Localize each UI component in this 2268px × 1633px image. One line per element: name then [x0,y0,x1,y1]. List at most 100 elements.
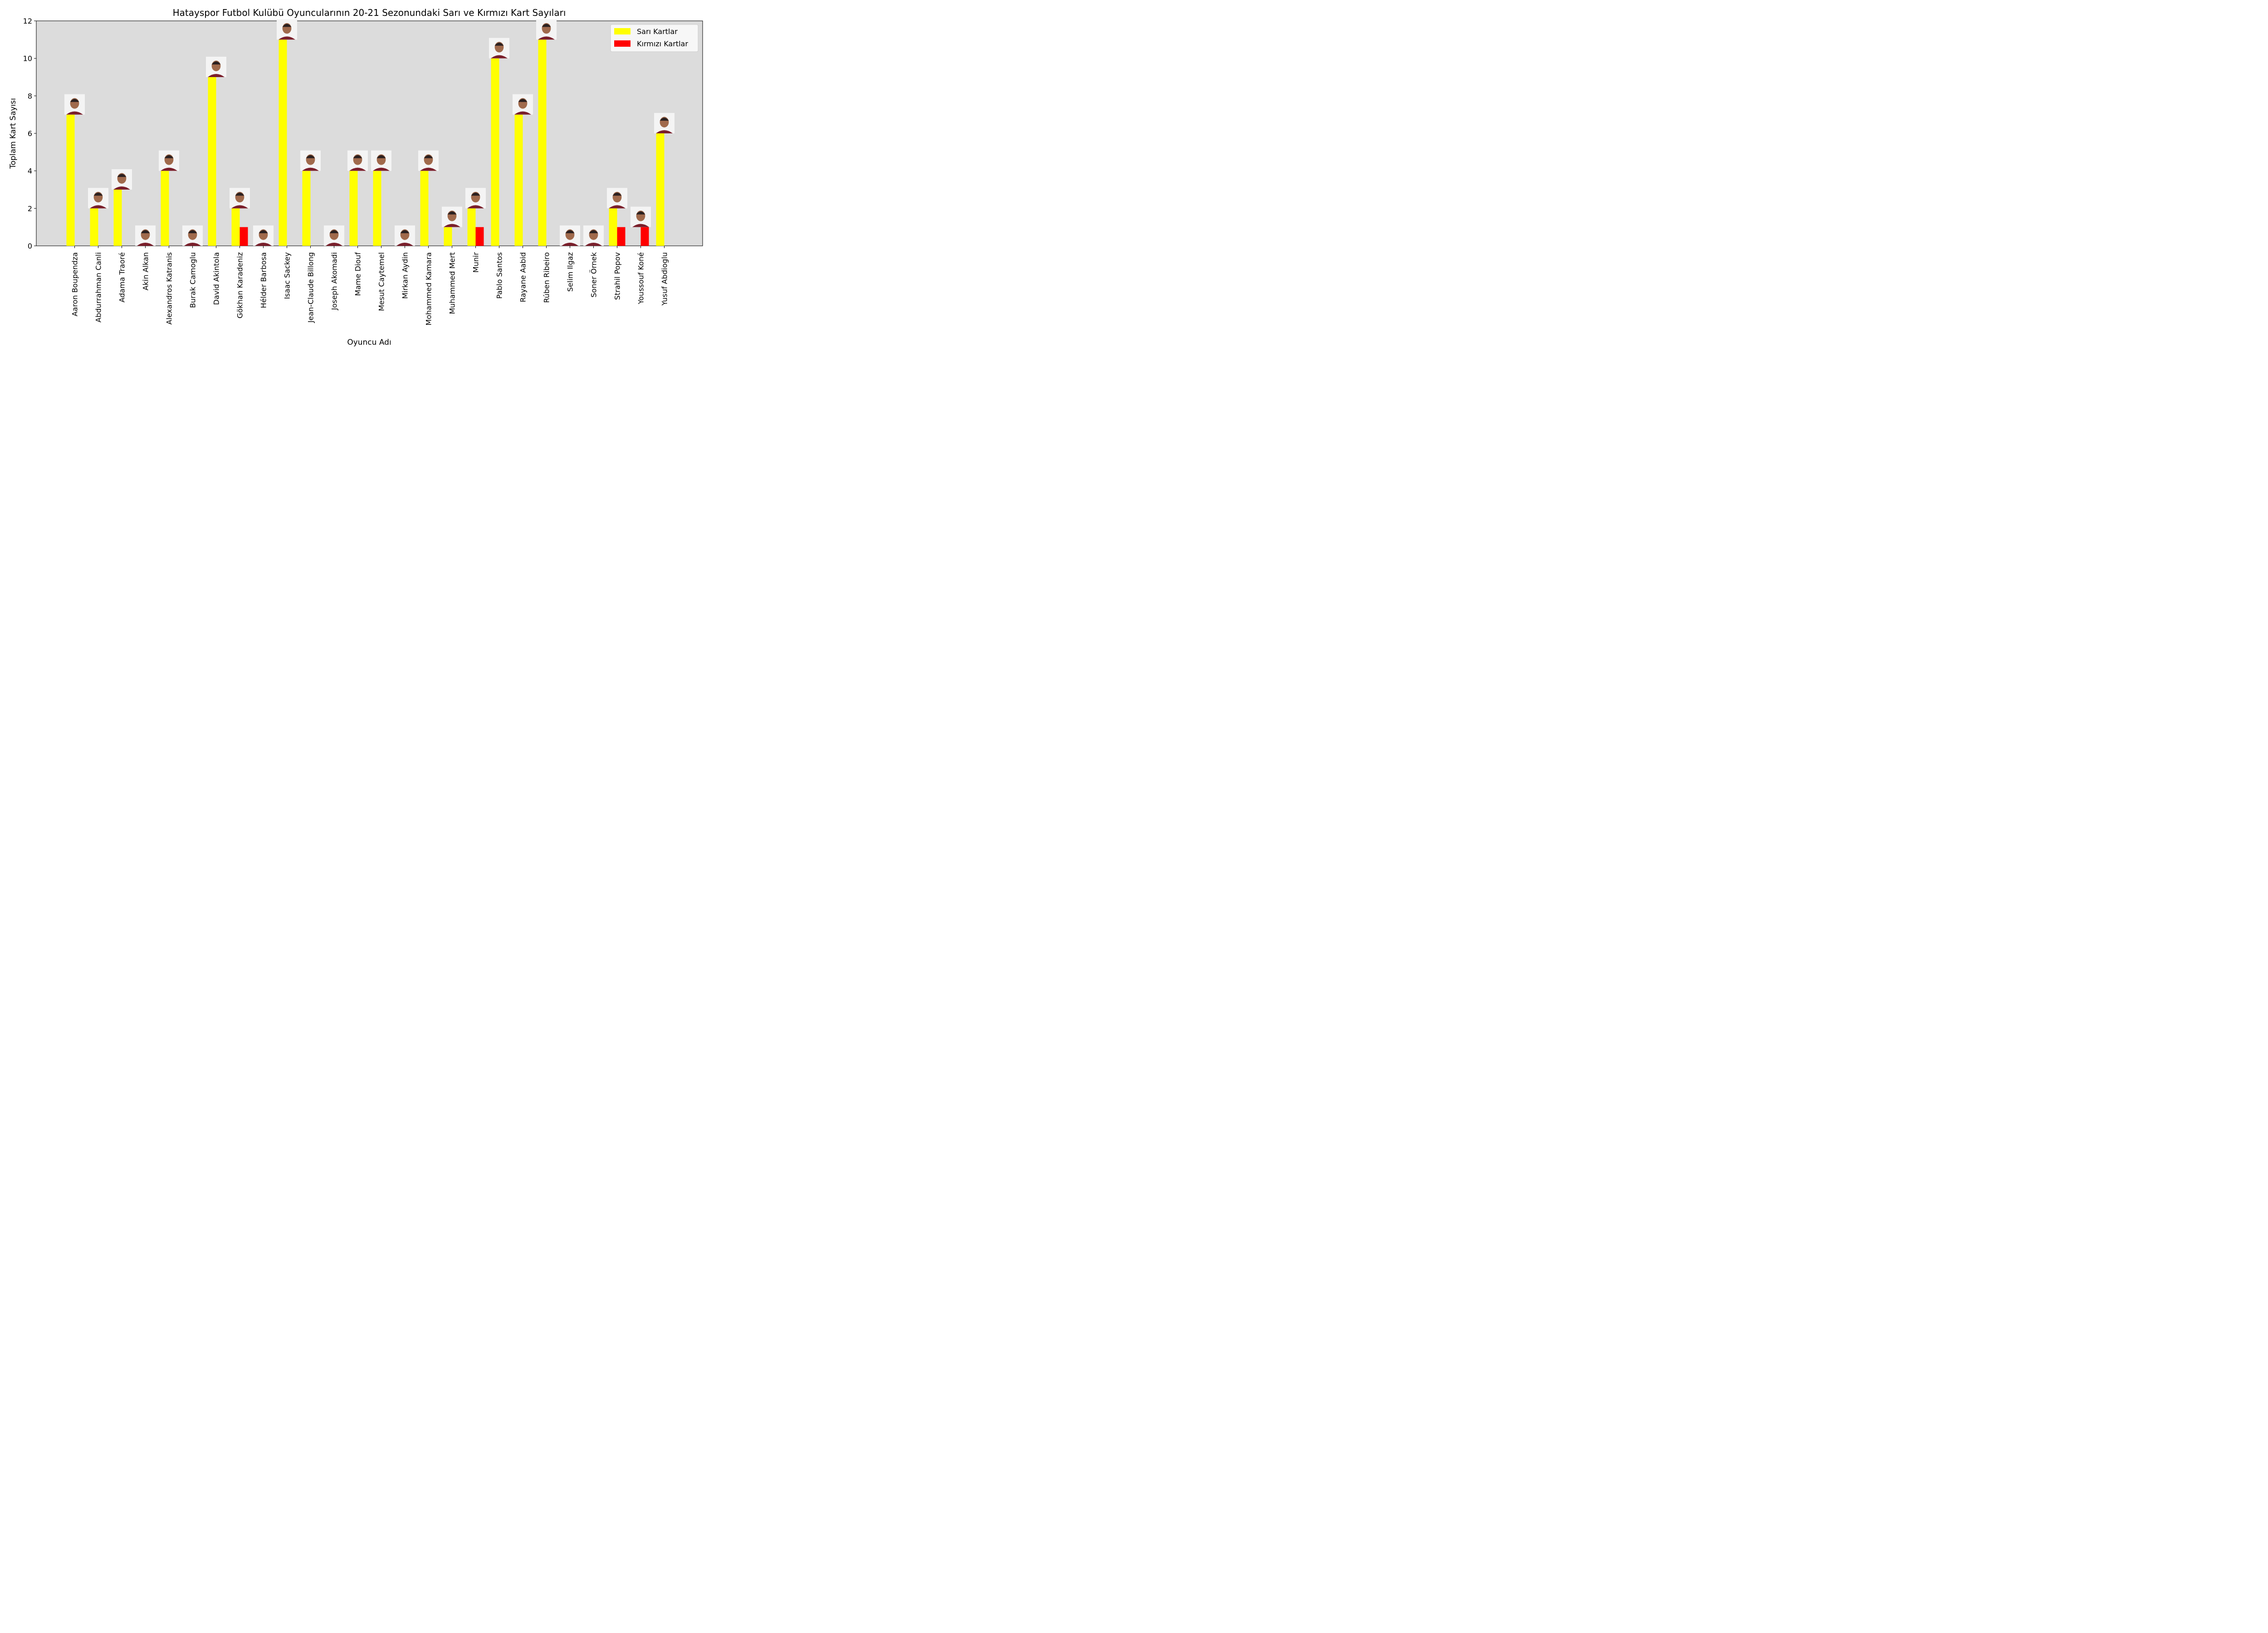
x-tick-label: Burak Camoglu [189,252,197,308]
bar-yellow [113,190,122,246]
player-photo-icon [465,188,486,209]
jersey-shape [137,243,154,246]
bar-yellow [231,208,240,246]
hair-shape [353,155,362,158]
jersey-shape [491,55,508,59]
bar-yellow [420,171,429,246]
bar-yellow [90,208,98,246]
jersey-shape [66,111,83,115]
player-photos-layer [64,19,675,246]
x-tick-label: Alexandros Katranis [165,252,174,325]
x-tick-label: Munir [472,252,480,273]
jersey-shape [231,205,248,209]
bar-yellow [66,114,75,246]
x-tick-label: Mame Diouf [354,252,362,296]
jersey-shape [113,186,130,190]
jersey-shape [562,243,578,246]
bar-red [617,227,626,246]
x-tick-label: Aaron Boupendza [71,252,79,316]
x-tick-label: Gökhan Karadeniz [236,252,244,318]
bar-yellow [656,133,665,246]
hair-shape [141,230,150,234]
legend: Sarı Kartlar Kırmızı Kartlar [610,24,699,52]
bar-yellow [467,208,476,246]
jersey-shape [326,243,342,246]
hair-shape [282,24,292,27]
player-photo-icon [631,206,651,227]
y-tick-label: 8 [28,92,32,100]
player-photo-icon [583,225,604,246]
x-tick-label: Abdurrahman Canli [94,252,103,323]
player-photo-icon [418,150,439,171]
x-axis-label: Oyuncu Adı [347,338,391,347]
x-tick-label: Jean-Claude Billong [307,252,315,323]
jersey-shape [420,167,437,171]
player-photo-icon [371,150,391,171]
hair-shape [565,230,575,234]
bar-yellow [538,39,547,246]
player-photo-icon [654,113,675,133]
player-photo-icon [536,19,557,40]
player-photo-icon [489,38,509,59]
jersey-shape [349,167,366,171]
jersey-shape [373,167,390,171]
bar-yellow [609,208,617,246]
hair-shape [188,230,197,234]
hair-shape [660,117,669,121]
bar-yellow [161,171,169,246]
hair-shape [424,155,433,158]
card-count-chart: Hatayspor Futbol Kulübü Oyuncularının 20… [9,7,703,347]
hair-shape [636,211,645,215]
hair-shape [211,61,221,65]
legend-box [610,24,699,52]
bar-yellow [302,171,311,246]
jersey-shape [302,167,319,171]
x-tick-label: Yusuf Abdioglu [660,252,669,306]
jersey-shape [208,74,225,77]
y-tick-label: 10 [23,54,32,63]
plot-area [36,20,703,246]
y-axis: 0 2 4 6 8 10 12 [23,17,36,250]
hair-shape [400,230,410,234]
hair-shape [471,192,480,196]
bar-yellow [373,171,381,246]
x-tick-label: Muhammed Mert [448,252,457,314]
player-photo-icon [560,225,580,246]
hair-shape [376,155,386,158]
bar-yellow [208,77,216,246]
player-photo-icon [395,225,415,246]
player-photo-icon [88,188,108,209]
jersey-shape [514,111,531,115]
hair-shape [447,211,457,215]
y-tick-label: 0 [28,242,32,250]
hair-shape [235,192,244,196]
player-photo-icon [513,94,533,115]
bar-red [240,227,248,246]
hair-shape [589,230,598,234]
bar-yellow [514,114,523,246]
y-tick-label: 12 [23,17,32,25]
x-tick-label: Mirkan Aydin [401,252,410,299]
bar-yellow [491,58,499,246]
player-photo-icon [324,225,344,246]
x-tick-label: David Akintola [212,252,221,305]
legend-label-red: Kırmızı Kartlar [637,39,688,48]
chart-title: Hatayspor Futbol Kulübü Oyuncularının 20… [173,7,566,18]
jersey-shape [161,167,177,171]
x-tick-label: Isaac Sackey [283,252,292,299]
x-tick-label: Soner Örnek [590,252,598,297]
player-photo-icon [64,94,85,115]
player-photo-icon [135,225,156,246]
x-tick-label: Akin Alkan [142,252,150,290]
bar-red [640,227,649,246]
y-tick-label: 4 [28,167,32,176]
player-photo-icon [442,206,462,227]
player-photo-icon [206,57,226,77]
player-photo-icon [277,19,297,40]
x-tick-label: Hélder Barbosa [259,252,268,308]
y-tick-label: 6 [28,129,32,138]
hair-shape [93,192,103,196]
bar-yellow [444,227,452,246]
hair-shape [494,43,504,46]
bars-layer [66,39,665,246]
